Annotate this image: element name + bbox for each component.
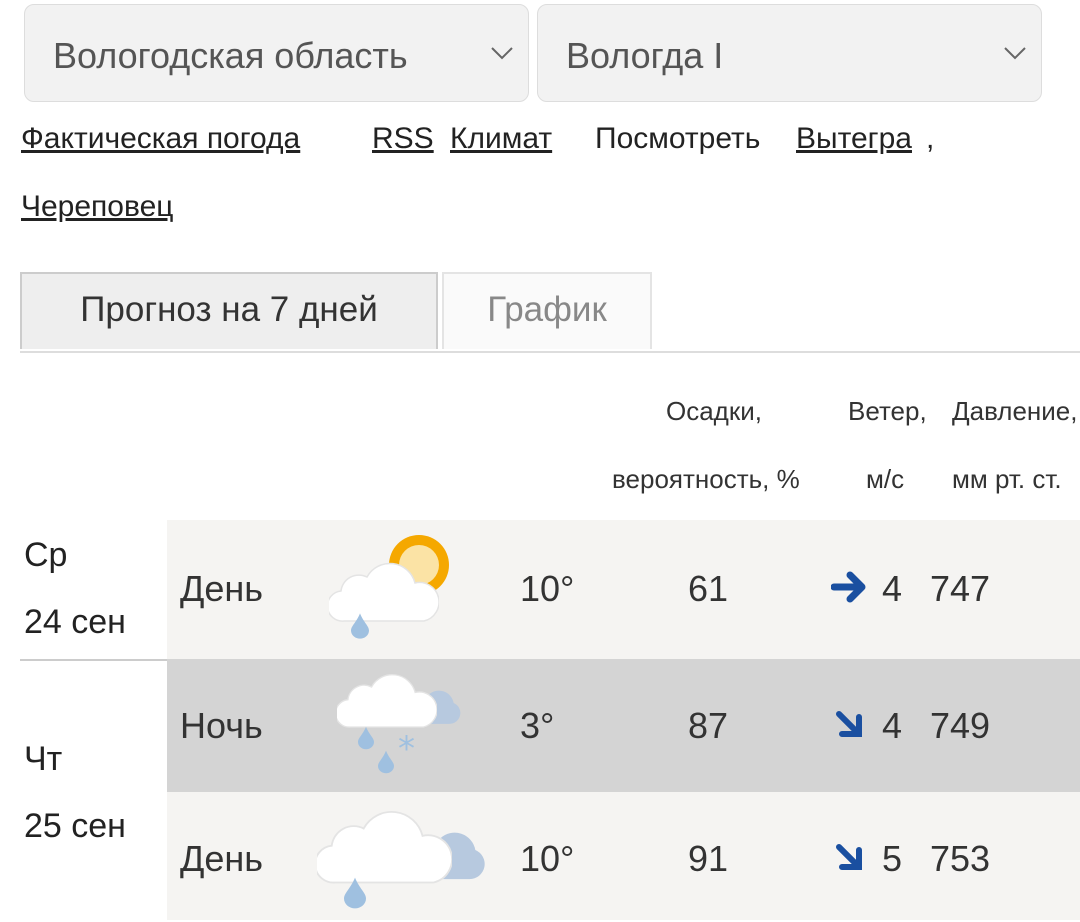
pressure: 747 (930, 568, 991, 609)
partly-cloudy-rain-icon (329, 535, 449, 639)
day-date: 25 сен (24, 807, 126, 845)
actual-weather-link[interactable]: Фактическая погода (21, 122, 301, 155)
cloudy-rain-icon (317, 810, 485, 909)
svg-text:*: * (398, 729, 415, 769)
day-weekday: Ср (24, 536, 68, 574)
precip-probability: 91 (688, 838, 729, 879)
tab-graph[interactable]: График (442, 272, 652, 349)
chevron-down-icon (1004, 47, 1026, 60)
temperature: 10° (520, 838, 575, 879)
southeast-arrow-icon (836, 844, 862, 870)
period-label: День (180, 838, 264, 879)
station-select-value: Вологда I (566, 35, 724, 76)
period-label: Ночь (180, 705, 263, 746)
header-precip-unit: вероятность, % (612, 464, 800, 494)
table-row: День 10° 61 4 747 (167, 520, 1080, 659)
day-date: 24 сен (24, 603, 126, 641)
east-arrow-icon (831, 571, 866, 603)
city-vytegra-link[interactable]: Вытегра (796, 122, 912, 155)
period-label: День (180, 568, 264, 609)
temperature: 3° (520, 705, 555, 746)
table-row: День 10° 91 5 753 (167, 792, 1080, 920)
wind-speed: 4 (882, 705, 903, 746)
tabs-divider (20, 351, 1080, 353)
wind-speed: 4 (882, 568, 903, 609)
tab-forecast-7-days[interactable]: Прогноз на 7 дней (20, 272, 438, 349)
climate-link[interactable]: Климат (450, 122, 553, 155)
header-pressure-unit: мм рт. ст. (952, 464, 1062, 494)
header-wind-unit: м/с (866, 464, 905, 494)
see-label: Посмотреть (595, 122, 761, 155)
header-pressure: Давление, (952, 396, 1078, 426)
day-divider (20, 659, 170, 661)
region-select[interactable]: Вологодская область (24, 4, 529, 102)
comma: , (926, 122, 935, 155)
station-select[interactable]: Вологда I (537, 4, 1042, 102)
pressure: 749 (930, 705, 991, 746)
cloudy-rain-snow-icon: * (337, 673, 461, 774)
header-precip: Осадки, (666, 396, 762, 426)
precip-probability: 61 (688, 568, 729, 609)
wind-speed: 5 (882, 838, 903, 879)
day-weekday: Чт (24, 740, 63, 778)
precip-probability: 87 (688, 705, 729, 746)
pressure: 753 (930, 838, 991, 879)
city-cherepovets-link[interactable]: Череповец (21, 190, 174, 223)
rss-link[interactable]: RSS (372, 122, 434, 155)
table-row: Ночь * 3° 87 4 749 (167, 659, 1080, 792)
temperature: 10° (520, 568, 575, 609)
chevron-down-icon (491, 47, 513, 60)
region-select-value: Вологодская область (53, 35, 408, 76)
header-wind: Ветер, (848, 396, 927, 426)
southeast-arrow-icon (836, 711, 862, 737)
